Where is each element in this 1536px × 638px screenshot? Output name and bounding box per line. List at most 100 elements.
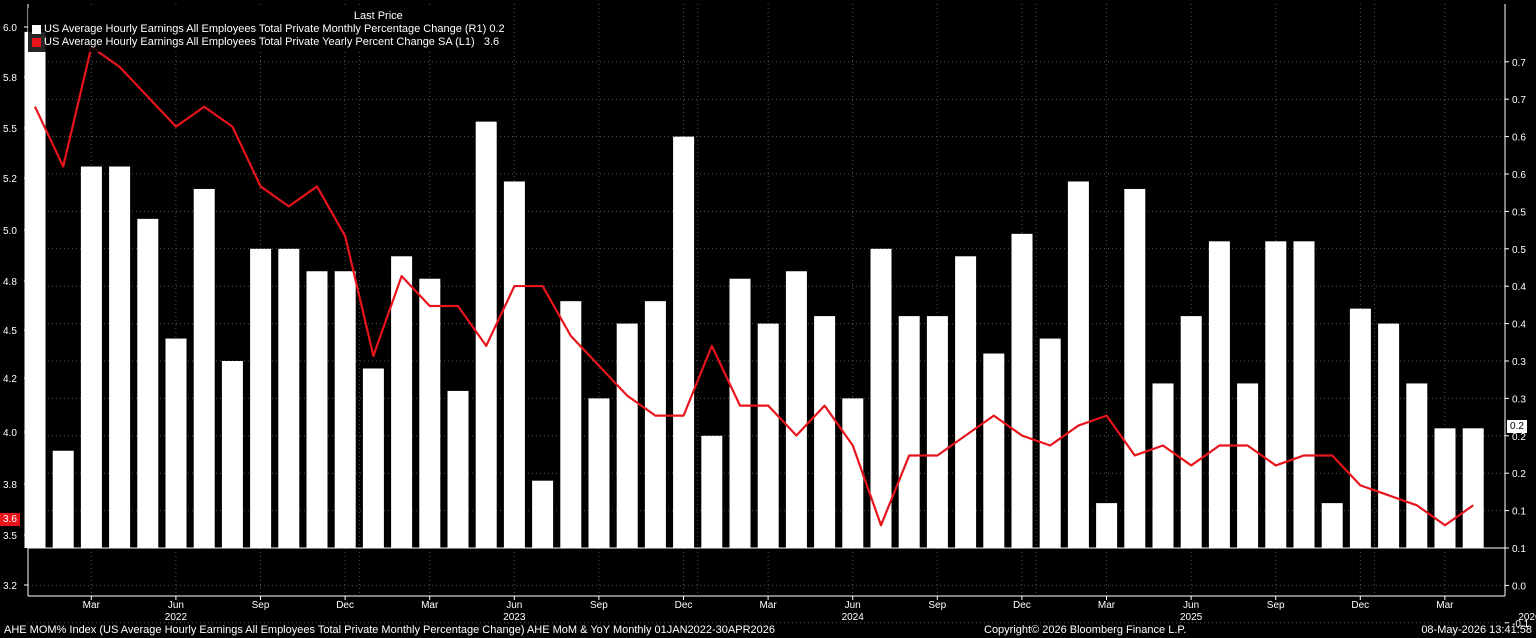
line-series — [34, 45, 1474, 527]
bar-series — [24, 31, 1484, 549]
right-tick-label: 0.7 — [1512, 58, 1526, 69]
left-tick-label: 5.0 — [3, 226, 17, 237]
bar-mom — [447, 390, 469, 548]
bar-mom — [52, 450, 74, 548]
bar-mom — [842, 398, 864, 548]
x-month-label: Sep — [928, 600, 946, 611]
left-tick-label: 5.8 — [3, 73, 17, 84]
bar-mom — [1152, 383, 1174, 548]
bar-mom — [701, 435, 723, 548]
bar-mom — [278, 248, 300, 549]
left-tick-label: 6.0 — [3, 23, 17, 34]
bar-mom — [926, 316, 948, 548]
bar-mom — [109, 166, 131, 548]
bar-mom — [673, 136, 695, 548]
footer-copyright: Copyright© 2026 Bloomberg Finance L.P. — [984, 624, 1187, 636]
x-month-label: Jun — [1183, 600, 1199, 611]
left-tick-label: 3.2 — [3, 581, 17, 592]
bar-mom — [870, 248, 892, 549]
bar-mom — [137, 218, 159, 548]
bar-mom — [1067, 181, 1089, 549]
x-month-label: Sep — [1267, 600, 1285, 611]
x-month-label: Dec — [1013, 600, 1031, 611]
left-tick-label: 5.2 — [3, 174, 17, 185]
line-yoy — [34, 45, 1474, 527]
x-year-label: 2022 — [165, 612, 188, 623]
x-month-label: Mar — [1436, 600, 1454, 611]
right-tick-label: 0.1 — [1512, 544, 1526, 555]
right-tick-label: 0.7 — [1512, 95, 1526, 106]
bar-mom — [1237, 383, 1259, 548]
legend-label-mom: US Average Hourly Earnings All Employees… — [44, 23, 487, 35]
bar-mom — [193, 188, 215, 548]
x-month-label: Dec — [336, 600, 354, 611]
legend-item-yoy: US Average Hourly Earnings All Employees… — [32, 36, 505, 49]
left-tick-label: 3.5 — [3, 531, 17, 542]
x-month-label: Dec — [1351, 600, 1369, 611]
right-tick-label: -0.1 — [1512, 619, 1530, 630]
x-month-label: Mar — [759, 600, 777, 611]
bar-mom — [560, 301, 582, 548]
bar-mom — [532, 480, 554, 548]
bar-mom — [250, 248, 272, 549]
bar-mom — [1462, 428, 1484, 548]
bar-mom — [1434, 428, 1456, 548]
right-tick-label: 0.4 — [1512, 282, 1526, 293]
legend-label-yoy: US Average Hourly Earnings All Employees… — [44, 36, 475, 48]
bar-mom — [644, 301, 666, 548]
right-tick-label: 0.1 — [1512, 507, 1526, 518]
left-tick-label: 3.8 — [3, 480, 17, 491]
x-year-label: 2024 — [842, 612, 865, 623]
bar-mom — [729, 278, 751, 548]
bar-mom — [1180, 316, 1202, 548]
bar-mom — [24, 31, 46, 548]
x-month-label: Mar — [421, 600, 439, 611]
bar-mom — [1378, 323, 1400, 548]
right-tick-label: 0.6 — [1512, 170, 1526, 181]
bar-mom — [1039, 338, 1061, 548]
right-tick-label: 0.6 — [1512, 133, 1526, 144]
bar-mom — [1406, 383, 1428, 548]
legend-header: Last Price — [353, 10, 403, 22]
bar-mom — [983, 353, 1005, 548]
legend-value-mom: 0.2 — [489, 23, 505, 35]
bar-mom — [757, 323, 779, 548]
bar-mom — [80, 166, 102, 548]
x-year-label: 2026 — [1518, 612, 1536, 623]
bar-mom — [221, 361, 243, 548]
bar-mom — [334, 271, 356, 548]
left-tick-label: 5.5 — [3, 124, 17, 135]
x-month-label: Dec — [675, 600, 693, 611]
x-month-label: Mar — [83, 600, 101, 611]
x-month-label: Sep — [252, 600, 270, 611]
left-tick-label: 4.2 — [3, 374, 17, 385]
left-tick-label: 4.0 — [3, 428, 17, 439]
x-month-label: Jun — [506, 600, 522, 611]
bar-mom — [898, 316, 920, 548]
bar-mom — [419, 278, 441, 548]
legend-swatch-red — [32, 38, 41, 47]
bar-mom — [616, 323, 638, 548]
right-last-price-flag: 0.2 — [1507, 420, 1527, 433]
bar-mom — [1321, 503, 1343, 548]
legend: Last Price US Average Hourly Earnings Al… — [28, 8, 509, 52]
bar-mom — [814, 316, 836, 548]
bar-mom — [475, 121, 497, 548]
bar-mom — [1096, 503, 1118, 548]
bar-mom — [165, 338, 187, 548]
bar-mom — [785, 271, 807, 548]
bar-mom — [1011, 233, 1033, 548]
footer-timestamp: 08-May-2026 13:41:58 — [1421, 624, 1532, 636]
right-tick-label: 0.0 — [1512, 581, 1526, 592]
x-year-label: 2025 — [1180, 612, 1203, 623]
right-tick-label: 0.2 — [1512, 432, 1526, 443]
x-month-label: Mar — [1098, 600, 1116, 611]
x-month-label: Jun — [168, 600, 184, 611]
bar-mom — [362, 368, 384, 548]
x-month-label: Jun — [845, 600, 861, 611]
axes: 3.2 3.5 3.8 4.0 4.2 4.5 4.8 5.0 5.2 5.5 5.8 6.0 -0.1… — [3, 4, 1536, 630]
right-tick-label: 0.5 — [1512, 245, 1526, 256]
bar-mom — [588, 398, 610, 548]
right-tick-label: 0.3 — [1512, 394, 1526, 405]
